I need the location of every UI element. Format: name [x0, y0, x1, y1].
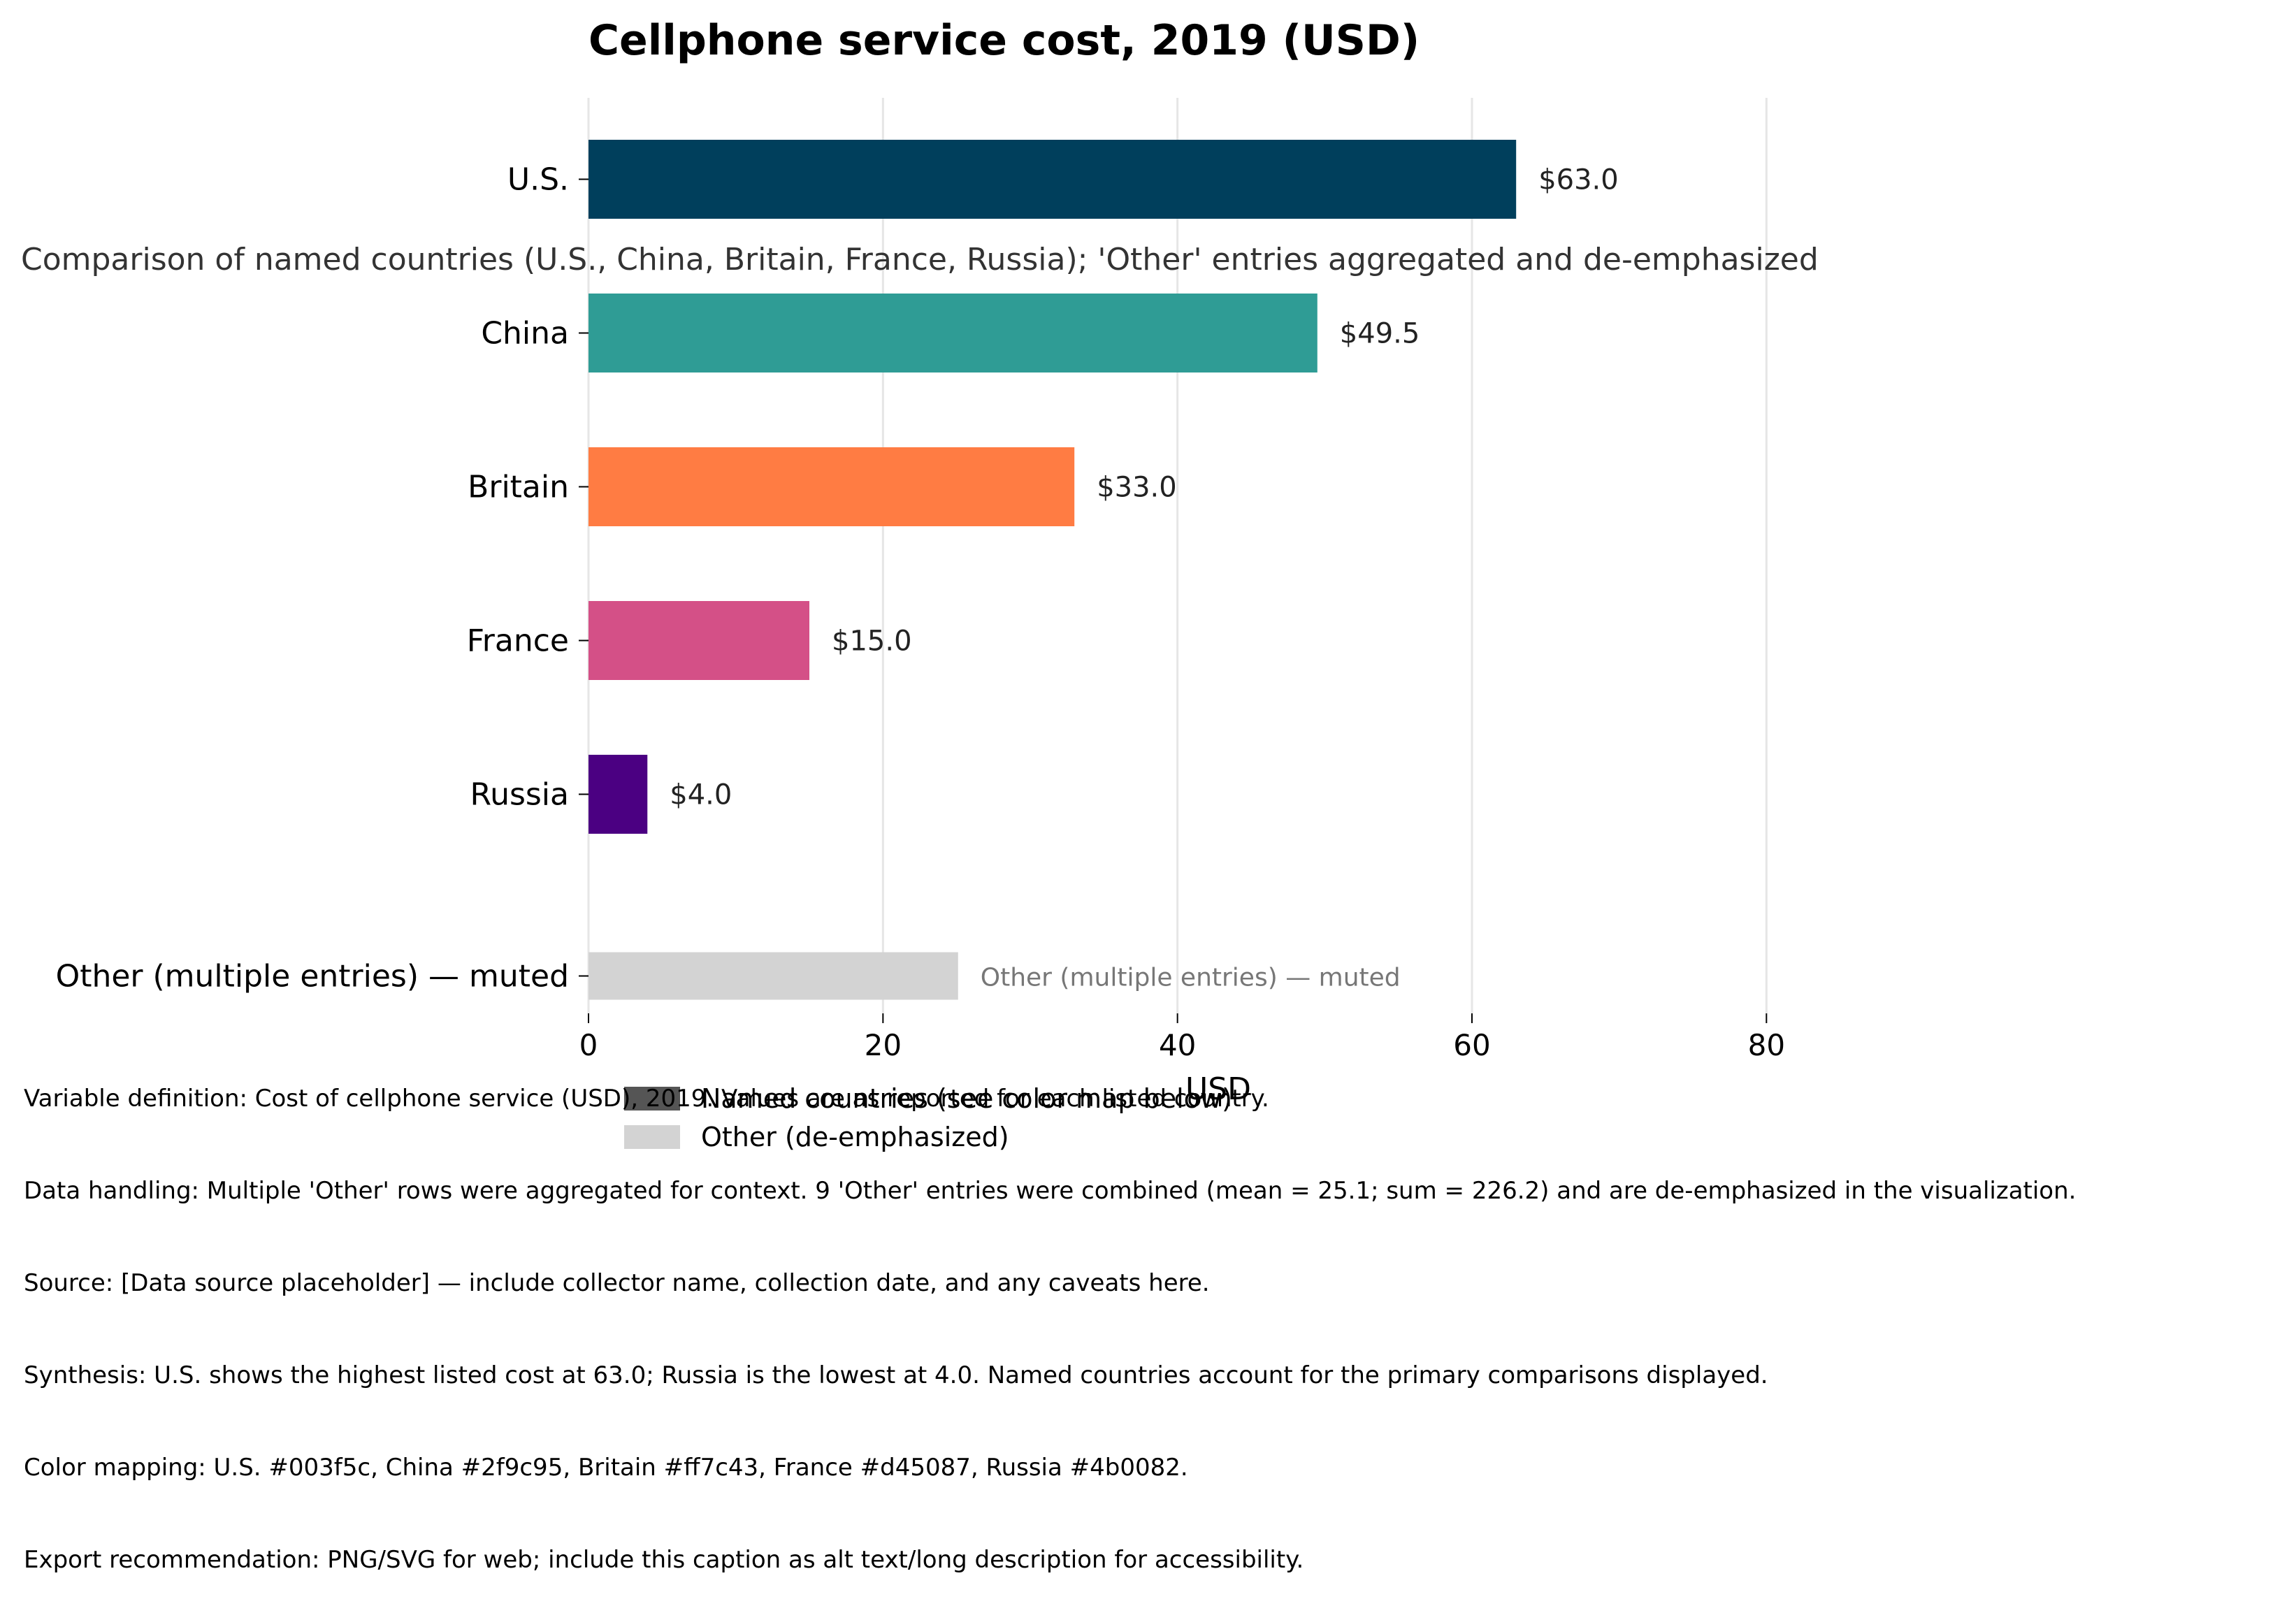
caption-line-data-handling: Data handling: Multiple 'Other' rows wer… — [24, 1177, 2077, 1205]
value-label: $49.5 — [1340, 318, 1420, 350]
value-label: $33.0 — [1097, 472, 1177, 504]
bar — [589, 447, 1075, 526]
legend-swatch-other — [624, 1125, 680, 1149]
y-tick-labels: U.S. China Britain France Russia Other (multi… — [56, 162, 589, 994]
bar — [589, 601, 809, 680]
x-tick-label: 80 — [1748, 1028, 1785, 1062]
y-tick-label: Britain — [468, 470, 569, 505]
x-tick-label: 0 — [579, 1028, 598, 1062]
value-label: $15.0 — [832, 625, 912, 658]
value-labels: $63.0 $49.5 $33.0 $15.0 $4.0 Other (multiple … — [670, 164, 1618, 992]
legend-label-other: Other (de-emphasized) — [701, 1122, 1009, 1152]
chart-title: Cellphone service cost, 2019 (USD) — [589, 16, 1420, 65]
value-label: $63.0 — [1538, 164, 1619, 196]
caption-line-synthesis: Synthesis: U.S. shows the highest listed… — [24, 1361, 1768, 1389]
legend: Named countries (see color map below) Ot… — [624, 1083, 1232, 1152]
x-tick-labels: 0 20 40 60 80 — [579, 1028, 1785, 1062]
caption-line-export: Export recommendation: PNG/SVG for web; … — [24, 1546, 1304, 1574]
caption: Variable definition: Cost of cellphone s… — [24, 1022, 2076, 1606]
bars — [589, 140, 1517, 1000]
legend-swatch-named — [624, 1087, 680, 1111]
caption-line-source: Source: [Data source placeholder] — incl… — [24, 1269, 1210, 1297]
bar-chart: $63.0 $49.5 $33.0 $15.0 $4.0 Other (multiple … — [21, 16, 1819, 1152]
bar — [589, 140, 1517, 219]
chart-subtitle: Comparison of named countries (U.S., Chi… — [21, 242, 1819, 277]
bar — [589, 294, 1317, 372]
y-tick-label: China — [481, 316, 569, 352]
bar — [589, 755, 648, 834]
value-label: $4.0 — [670, 779, 732, 811]
value-label: Other (multiple entries) — muted — [981, 964, 1401, 992]
x-axis-label: USD — [1185, 1071, 1251, 1107]
y-tick-label: U.S. — [507, 162, 569, 198]
caption-line-variable: Variable definition: Cost of cellphone s… — [24, 1085, 1269, 1113]
bar — [589, 952, 958, 1000]
y-tick-label: France — [467, 623, 569, 659]
caption-line-color-mapping: Color mapping: U.S. #003f5c, China #2f9c… — [24, 1454, 1188, 1482]
x-tick-label: 20 — [865, 1028, 902, 1062]
y-tick-label: Russia — [470, 777, 569, 813]
y-tick-label: Other (multiple entries) — muted — [56, 959, 569, 994]
x-tick-label: 40 — [1159, 1028, 1196, 1062]
grid-lines — [587, 98, 1768, 1023]
legend-label-named: Named countries (see color map below) — [701, 1083, 1232, 1114]
x-tick-label: 60 — [1453, 1028, 1490, 1062]
